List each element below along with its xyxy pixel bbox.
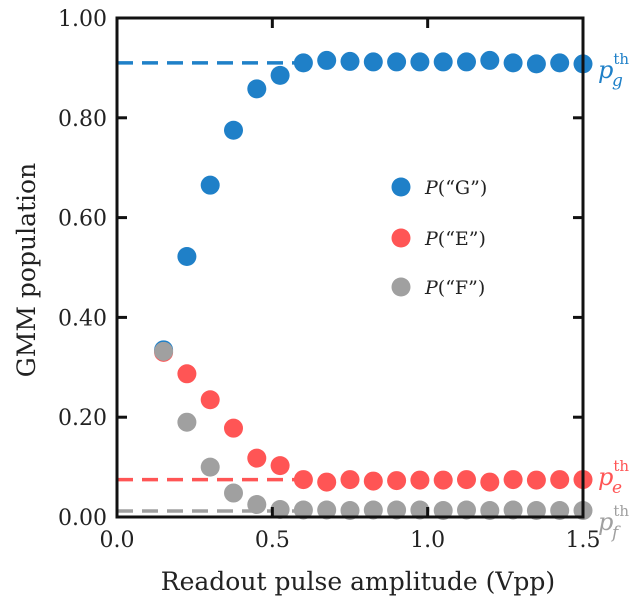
legend-label-f: P(“F”): [424, 277, 485, 299]
data-point-e-13: [457, 470, 476, 490]
threshold-label-g: pth g: [598, 50, 629, 91]
data-point-g-10: [387, 52, 407, 72]
x-tick-label-3: 1.5: [566, 528, 601, 553]
x-tick-label-2: 1.0: [410, 528, 445, 553]
legend-marker-e: [391, 228, 411, 248]
data-point-f-2: [200, 457, 220, 477]
data-point-f-7: [317, 500, 337, 520]
data-point-f-17: [550, 501, 570, 521]
data-point-e-2: [200, 390, 220, 410]
threshold-label-e: pth e: [598, 457, 629, 498]
data-point-g-2: [200, 175, 220, 195]
data-point-e-7: [317, 472, 337, 492]
plot-area: 0.0 0.5 1.0 1.5 0.00 0.20 0.40 0.60 0.80 1.00 P(“G…: [58, 7, 629, 553]
data-point-g-3: [224, 120, 243, 140]
y-tick-label-4: 0.80: [58, 107, 107, 132]
y-tick-label-0: 0.00: [58, 506, 107, 531]
data-point-f-16: [526, 501, 546, 521]
data-point-f-10: [387, 500, 407, 520]
data-point-e-12: [433, 470, 453, 490]
data-point-g-16: [526, 54, 546, 74]
data-point-g-15: [503, 53, 523, 73]
data-point-g-4: [247, 79, 267, 99]
x-tick-label-1: 0.5: [255, 528, 290, 553]
data-point-f-0: [154, 341, 174, 361]
data-point-g-8: [340, 51, 360, 71]
data-point-f-5: [270, 500, 290, 520]
data-point-e-15: [503, 470, 523, 490]
y-tick-label-3: 0.60: [58, 207, 107, 232]
x-axis-label: Readout pulse amplitude (Vpp): [161, 567, 555, 596]
data-point-g-1: [177, 247, 197, 267]
plot-frame: [115, 16, 585, 519]
threshold-label-f: pth f: [598, 502, 629, 543]
data-point-f-14: [480, 501, 500, 521]
data-point-f-12: [433, 501, 453, 521]
legend-marker-g: [391, 177, 411, 197]
data-point-e-5: [270, 456, 290, 476]
data-point-g-13: [457, 52, 476, 72]
legend-label-g: P(“G”): [424, 177, 487, 199]
data-point-f-13: [457, 500, 476, 520]
data-point-e-17: [550, 470, 570, 490]
data-point-f-15: [503, 500, 523, 520]
data-point-e-10: [387, 471, 407, 491]
legend-marker-f: [391, 277, 411, 297]
data-point-e-11: [410, 470, 430, 490]
data-point-f-4: [247, 495, 267, 515]
y-tick-label-2: 0.40: [58, 306, 107, 331]
data-point-e-4: [247, 448, 267, 468]
data-point-e-16: [526, 470, 546, 490]
data-point-g-12: [433, 52, 453, 72]
data-point-f-1: [177, 412, 197, 432]
data-point-e-14: [480, 472, 500, 492]
data-point-g-9: [363, 52, 383, 72]
data-point-e-9: [363, 471, 383, 491]
data-point-f-8: [340, 501, 360, 521]
legend-label-e: P(“E”): [424, 228, 486, 250]
data-point-f-3: [224, 483, 243, 503]
data-point-g-11: [410, 52, 430, 72]
x-tick-label-0: 0.0: [100, 528, 135, 553]
data-point-g-17: [550, 53, 570, 73]
data-point-f-9: [363, 500, 383, 520]
y-tick-label-5: 1.00: [58, 7, 107, 32]
y-tick-label-1: 0.20: [58, 406, 107, 431]
data-point-g-7: [317, 50, 337, 70]
y-axis-label: GMM population: [12, 163, 41, 377]
data-point-g-5: [270, 65, 290, 85]
data-point-e-8: [340, 470, 360, 490]
data-point-g-14: [480, 50, 500, 70]
data-point-e-3: [224, 418, 243, 438]
data-point-g-6: [293, 53, 313, 73]
data-point-f-6: [293, 500, 313, 520]
data-point-e-1: [177, 364, 197, 384]
data-point-e-6: [293, 470, 313, 490]
data-point-f-11: [410, 500, 430, 520]
